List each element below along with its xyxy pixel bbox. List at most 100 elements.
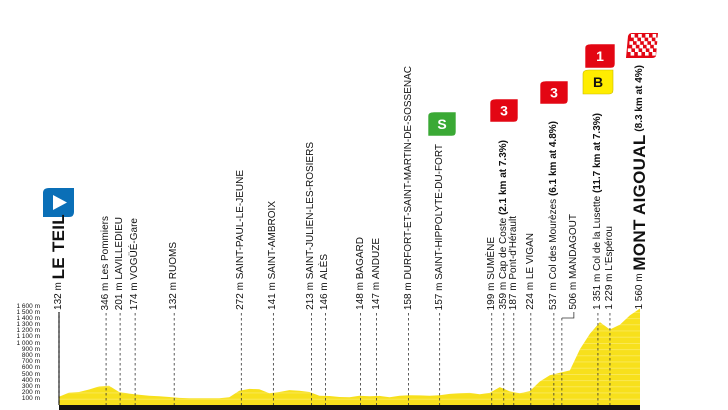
waypoint-label: 146 m ALÈS [319, 254, 331, 310]
climb-detail: (8.3 km at 4%) [634, 65, 645, 133]
y-tick-label: 400 m [21, 376, 40, 384]
waypoint-name: Col de la Lusette [591, 196, 603, 272]
waypoint-label: 132 m RUOMS [168, 242, 180, 310]
y-tick-label: 1 200 m [16, 327, 41, 335]
y-tick-label: 500 m [21, 370, 40, 378]
category-3-climb-icon: 3 [489, 98, 519, 123]
waypoint-name: BAGARD [354, 237, 366, 280]
svg-text:B: B [593, 74, 603, 90]
y-tick-label: 700 m [21, 358, 40, 366]
waypoint-name: MANDAGOUT [567, 214, 579, 280]
waypoint-name: Pont-d'Hérault [507, 215, 519, 280]
waypoint-name: SAINT-PAUL-LE-JEUNE [235, 170, 247, 280]
y-tick-label: 300 m [21, 382, 40, 390]
y-tick-label: 600 m [21, 364, 40, 372]
svg-text:3: 3 [500, 103, 508, 119]
waypoint-name: SAINT-HIPPOLYTE-DU-FORT [433, 143, 445, 280]
waypoint-name: ANDUZE [370, 238, 382, 280]
waypoint-altitude: 1 560 m [634, 271, 645, 310]
svg-text:1: 1 [596, 48, 604, 64]
waypoint-label: 147 m ANDUZE [371, 238, 383, 310]
waypoint-altitude: 187 m [507, 279, 519, 310]
waypoint-label: 506 m MANDAGOUT [568, 214, 580, 310]
waypoint-name: Col des Mourèzes [547, 198, 559, 280]
waypoint-name: SAINT-JULIEN-LES-ROSIERS [305, 142, 317, 280]
waypoint-altitude: 346 m [100, 279, 112, 310]
waypoint-altitude: 157 m [433, 279, 445, 310]
waypoint-label: 187 m Pont-d'Hérault [508, 216, 520, 310]
y-tick-label: 900 m [21, 345, 40, 353]
waypoint-label: 141 m SAINT-AMBROIX [267, 201, 279, 310]
waypoint-name: SAINT-AMBROIX [267, 201, 279, 280]
waypoint-altitude: 213 m [305, 279, 317, 310]
waypoint-name: MONT AIGOUAL [630, 134, 649, 272]
waypoint-label: 1 229 m L'Espérou [604, 226, 616, 310]
waypoint-label: 346 m Les Pommiers [100, 216, 112, 310]
elevation-area [59, 308, 640, 405]
svg-text:S: S [437, 116, 446, 132]
waypoint-altitude: 147 m [370, 279, 382, 310]
waypoint-altitude: 506 m [567, 279, 579, 310]
waypoint-label: 224 m LE VIGAN [525, 233, 537, 310]
waypoint-name: VOGÜÉ-Gare [129, 217, 141, 280]
climb-detail: (11.7 km at 7.3%) [591, 113, 603, 194]
finish-flag-icon [626, 33, 659, 58]
waypoint-altitude: 272 m [235, 279, 247, 310]
waypoint-label: 158 m DURFORT-ET-SAINT-MARTIN-DE-SOSSENA… [403, 66, 415, 310]
waypoint-label: 174 m VOGÜÉ-Gare [129, 218, 141, 310]
waypoint-name: L'Espérou [603, 226, 615, 272]
waypoint-name: LAVILLEDIEU [114, 216, 126, 280]
bonus-point-icon: B [582, 69, 614, 95]
waypoint-label: 199 m SUMÈNE [486, 237, 498, 310]
waypoint-altitude: 141 m [267, 279, 279, 310]
category-1-climb-icon: 1 [584, 43, 616, 69]
waypoint-name: LE TEIL [49, 214, 68, 280]
sprint-badge-icon: S [427, 111, 457, 137]
waypoint-altitude: 1 351 m [591, 271, 603, 310]
y-tick-label: 100 m [21, 395, 40, 403]
waypoint-altitude: 132 m [168, 279, 180, 310]
start-flag-icon [43, 188, 74, 217]
y-tick-label: 1 500 m [16, 308, 41, 316]
waypoint-name: SUMÈNE [485, 236, 497, 280]
waypoint-label: 132 m LE TEIL [49, 214, 68, 310]
climb-detail: (6.1 km at 4.8%) [547, 121, 559, 197]
waypoint-label: 1 560 m MONT AIGOUAL (8.3 km at 4%) [630, 65, 649, 310]
waypoint-name: DURFORT-ET-SAINT-MARTIN-DE-SOSSENAC [402, 65, 414, 280]
y-tick-label: 1 100 m [16, 333, 41, 341]
waypoint-altitude: 158 m [402, 279, 414, 310]
category-3-climb-icon: 3 [539, 80, 569, 105]
y-tick-label: 800 m [21, 352, 40, 359]
y-tick-label: 1 400 m [16, 314, 41, 322]
y-tick-label: 200 m [21, 389, 40, 397]
marker-elbow [561, 312, 575, 319]
waypoint-name: Les Pommiers [100, 215, 112, 280]
waypoint-altitude: 174 m [129, 279, 141, 310]
waypoint-name: LE VIGAN [524, 233, 536, 280]
waypoint-altitude: 199 m [485, 279, 497, 310]
waypoint-altitude: 537 m [547, 279, 559, 310]
waypoint-label: 201 m LAVILLEDIEU [114, 217, 126, 310]
waypoint-altitude: 201 m [114, 279, 126, 310]
waypoint-altitude: 148 m [354, 279, 366, 310]
svg-text:3: 3 [550, 85, 558, 101]
waypoint-altitude: 1 229 m [603, 271, 615, 310]
baseline [59, 405, 640, 410]
waypoint-name: RUOMS [168, 242, 180, 280]
waypoint-altitude: 224 m [524, 279, 536, 310]
y-tick-label: 1 000 m [16, 339, 41, 347]
waypoint-altitude: 132 m [53, 279, 64, 310]
waypoint-label: 213 m SAINT-JULIEN-LES-ROSIERS [305, 142, 317, 310]
waypoint-name: ALÈS [319, 253, 331, 280]
climb-detail: (2.1 km at 7.3%) [497, 140, 509, 216]
waypoint-label: 537 m Col des Mourèzes (6.1 km at 4.8%) [548, 121, 560, 310]
waypoint-label: 1 351 m Col de la Lusette (11.7 km at 7.… [592, 113, 604, 310]
waypoint-altitude: 146 m [319, 279, 331, 310]
y-tick-label: 1 300 m [16, 321, 41, 329]
waypoint-label: 157 m SAINT-HIPPOLYTE-DU-FORT [434, 144, 446, 310]
y-tick-label: 1 600 m [16, 302, 41, 310]
waypoint-label: 272 m SAINT-PAUL-LE-JEUNE [235, 170, 247, 310]
waypoint-label: 148 m BAGARD [355, 237, 367, 310]
